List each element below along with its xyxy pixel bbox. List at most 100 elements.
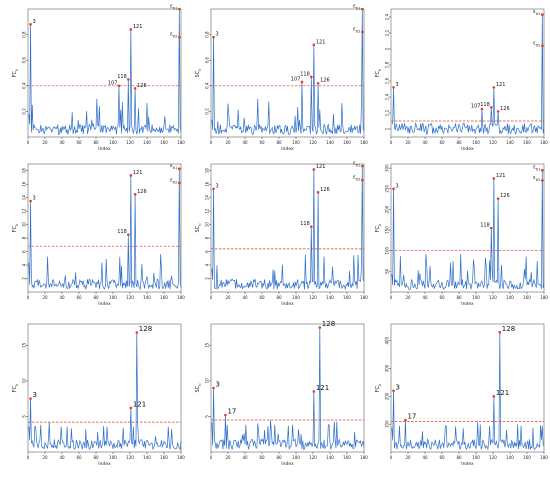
peak-label: 128 [502, 325, 515, 333]
x-tick-label: 60 [439, 140, 445, 145]
peak-marker [490, 226, 493, 230]
peak-marker [212, 187, 215, 191]
y-tick-label: 18 [21, 168, 26, 174]
peak-label: εti2 [170, 177, 177, 184]
y-tick-label: 8 [204, 236, 209, 239]
x-tick-label: 80 [276, 295, 282, 300]
peak-label: 107 [108, 80, 118, 86]
peak-marker [310, 75, 313, 79]
peak-label: 3 [396, 82, 399, 88]
x-tick-label: 120 [309, 140, 317, 145]
peak-label: 121 [133, 24, 143, 30]
peak-marker [224, 413, 227, 417]
x-tick-label: 0 [27, 140, 30, 145]
x-tick-label: 60 [259, 295, 265, 300]
x-tick-label: 100 [292, 455, 300, 460]
x-tick-label: 180 [360, 455, 368, 460]
peak-label: 121 [316, 39, 326, 45]
x-tick-label: 20 [405, 140, 411, 145]
y-axis-label: SCti [195, 383, 202, 392]
x-tick-label: 140 [506, 295, 514, 300]
peak-marker [300, 80, 304, 84]
y-tick-label: 150 [384, 226, 389, 234]
x-tick-label: 180 [177, 295, 185, 300]
peak-marker [212, 35, 215, 39]
peak-label: εti1 [353, 161, 360, 168]
peak-label: εti2 [533, 40, 540, 47]
y-axis-label: FCti [375, 384, 382, 393]
y-tick-label: 10 [204, 222, 209, 228]
y-tick-label: 10 [21, 378, 26, 384]
x-tick-label: 80 [93, 140, 99, 145]
x-tick-label: 40 [422, 295, 428, 300]
x-tick-label: 180 [540, 295, 548, 300]
peak-marker [492, 395, 496, 398]
x-tick-label: 180 [177, 140, 185, 145]
x-tick-label: 20 [225, 140, 231, 145]
y-tick-label: 400 [384, 336, 389, 344]
chart-panel-6: 0 20 40 60 80 100 120 140 160 180 50 100 150 200 250 30… [375, 163, 548, 307]
chart-panel-4: 0 20 40 60 80 100 120 140 160 180 2 4 6 8 10 12 14 16 18 In… [12, 163, 185, 307]
x-tick-label: 20 [42, 295, 48, 300]
y-tick-label: 0.6 [21, 57, 26, 64]
x-tick-label: 140 [326, 140, 334, 145]
y-tick-label: 16 [21, 181, 26, 187]
y-tick-label: 200 [384, 392, 389, 400]
series-line [28, 168, 182, 291]
x-axis-label: Index [98, 146, 111, 152]
x-axis-label: Index [461, 146, 474, 152]
peak-marker [541, 13, 544, 16]
peak-label: 128 [139, 325, 152, 333]
series-line [391, 14, 545, 136]
y-tick-label: 0.8 [21, 31, 26, 38]
plot-frame [27, 8, 182, 138]
peak-label: 118 [117, 229, 127, 235]
peak-marker [127, 78, 130, 81]
y-tick-label: 15 [204, 342, 209, 348]
chart-panel-1: 0 20 40 60 80 100 120 140 160 180 0.2 0.4 0.6 0.8 Inde… [12, 4, 185, 153]
chart-panel-7: 0 20 40 60 80 100 120 140 160 180 5 10 15 Index FCti 3 1… [12, 323, 185, 467]
x-tick-label: 40 [59, 140, 65, 145]
y-tick-label: 300 [384, 164, 389, 172]
y-tick-label: 1.6 [384, 77, 389, 84]
plot-frame [210, 323, 365, 453]
peak-marker [541, 179, 544, 182]
x-axis-label: Index [281, 461, 294, 467]
series-line [211, 8, 365, 135]
series-line [211, 327, 365, 450]
y-tick-label: 18 [204, 168, 209, 174]
chart-panel-3: 0 20 40 60 80 100 120 140 160 180 1 1.2 1.4 1.6 1.8 2 2.… [375, 8, 548, 152]
y-tick-label: 6 [204, 250, 209, 253]
plot-frame [27, 323, 182, 453]
x-tick-label: 160 [160, 455, 168, 460]
series-line [391, 170, 545, 291]
peak-marker [178, 35, 181, 39]
x-tick-label: 60 [259, 140, 265, 145]
y-tick-label: 100 [384, 420, 389, 428]
peak-label: 126 [137, 189, 147, 195]
y-tick-label: 250 [384, 185, 389, 193]
x-tick-label: 40 [422, 140, 428, 145]
x-tick-label: 40 [242, 455, 248, 460]
peak-label: 121 [316, 384, 329, 392]
peak-marker [392, 187, 395, 191]
y-tick-label: 5 [204, 415, 209, 418]
peak-label: εti2 [170, 32, 177, 39]
x-tick-label: 160 [160, 295, 168, 300]
x-tick-label: 160 [523, 455, 531, 460]
peak-marker [316, 190, 320, 194]
x-tick-label: 40 [59, 295, 65, 300]
y-tick-label: 16 [204, 181, 209, 187]
peak-marker [178, 181, 181, 185]
x-tick-label: 60 [76, 295, 82, 300]
chart-panel-5: 0 20 40 60 80 100 120 140 160 180 2 4 6 8 10 12 14 16 18 In… [195, 161, 368, 307]
peak-label: 128 [322, 320, 335, 328]
x-tick-label: 40 [242, 140, 248, 145]
peak-marker [318, 326, 322, 329]
x-tick-label: 180 [177, 455, 185, 460]
x-tick-label: 0 [390, 295, 393, 300]
x-tick-label: 0 [390, 140, 393, 145]
peak-label: 126 [137, 83, 147, 89]
plot-frame [210, 8, 365, 138]
